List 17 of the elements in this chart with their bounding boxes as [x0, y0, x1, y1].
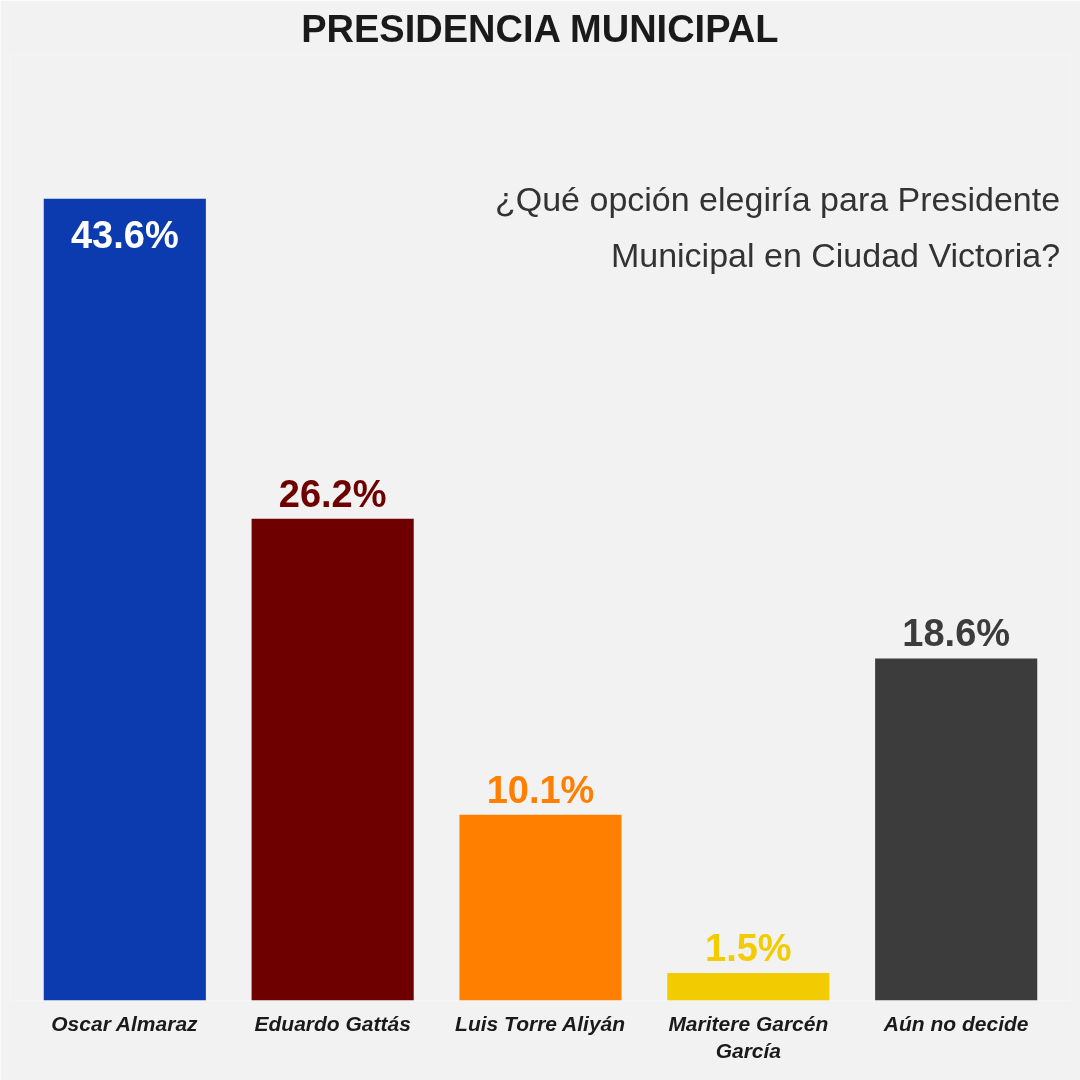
chart-title: PRESIDENCIA MUNICIPAL [301, 7, 779, 50]
data-label: 43.6% [70, 213, 179, 256]
bar [875, 658, 1038, 1001]
bar [459, 814, 622, 1001]
data-label: 26.2% [278, 472, 387, 515]
data-label: 10.1% [486, 768, 595, 811]
x-tick-label: Maritere Garcén García [668, 1011, 829, 1063]
chart-subtitle: ¿Qué opción elegiría para Presidente Municipal en Ciudad Victoria? [494, 179, 1061, 274]
bar [43, 198, 206, 1001]
x-tick-label: Oscar Almaraz [51, 1011, 199, 1035]
bar [667, 972, 830, 1001]
bar [251, 518, 414, 1001]
data-label: 18.6% [902, 612, 1011, 655]
x-tick-label: Eduardo Gattás [254, 1011, 411, 1035]
x-tick-label: Luis Torre Aliyán [455, 1011, 626, 1035]
x-tick-label: Aún no decide [882, 1011, 1029, 1035]
data-label: 1.5% [705, 926, 792, 969]
